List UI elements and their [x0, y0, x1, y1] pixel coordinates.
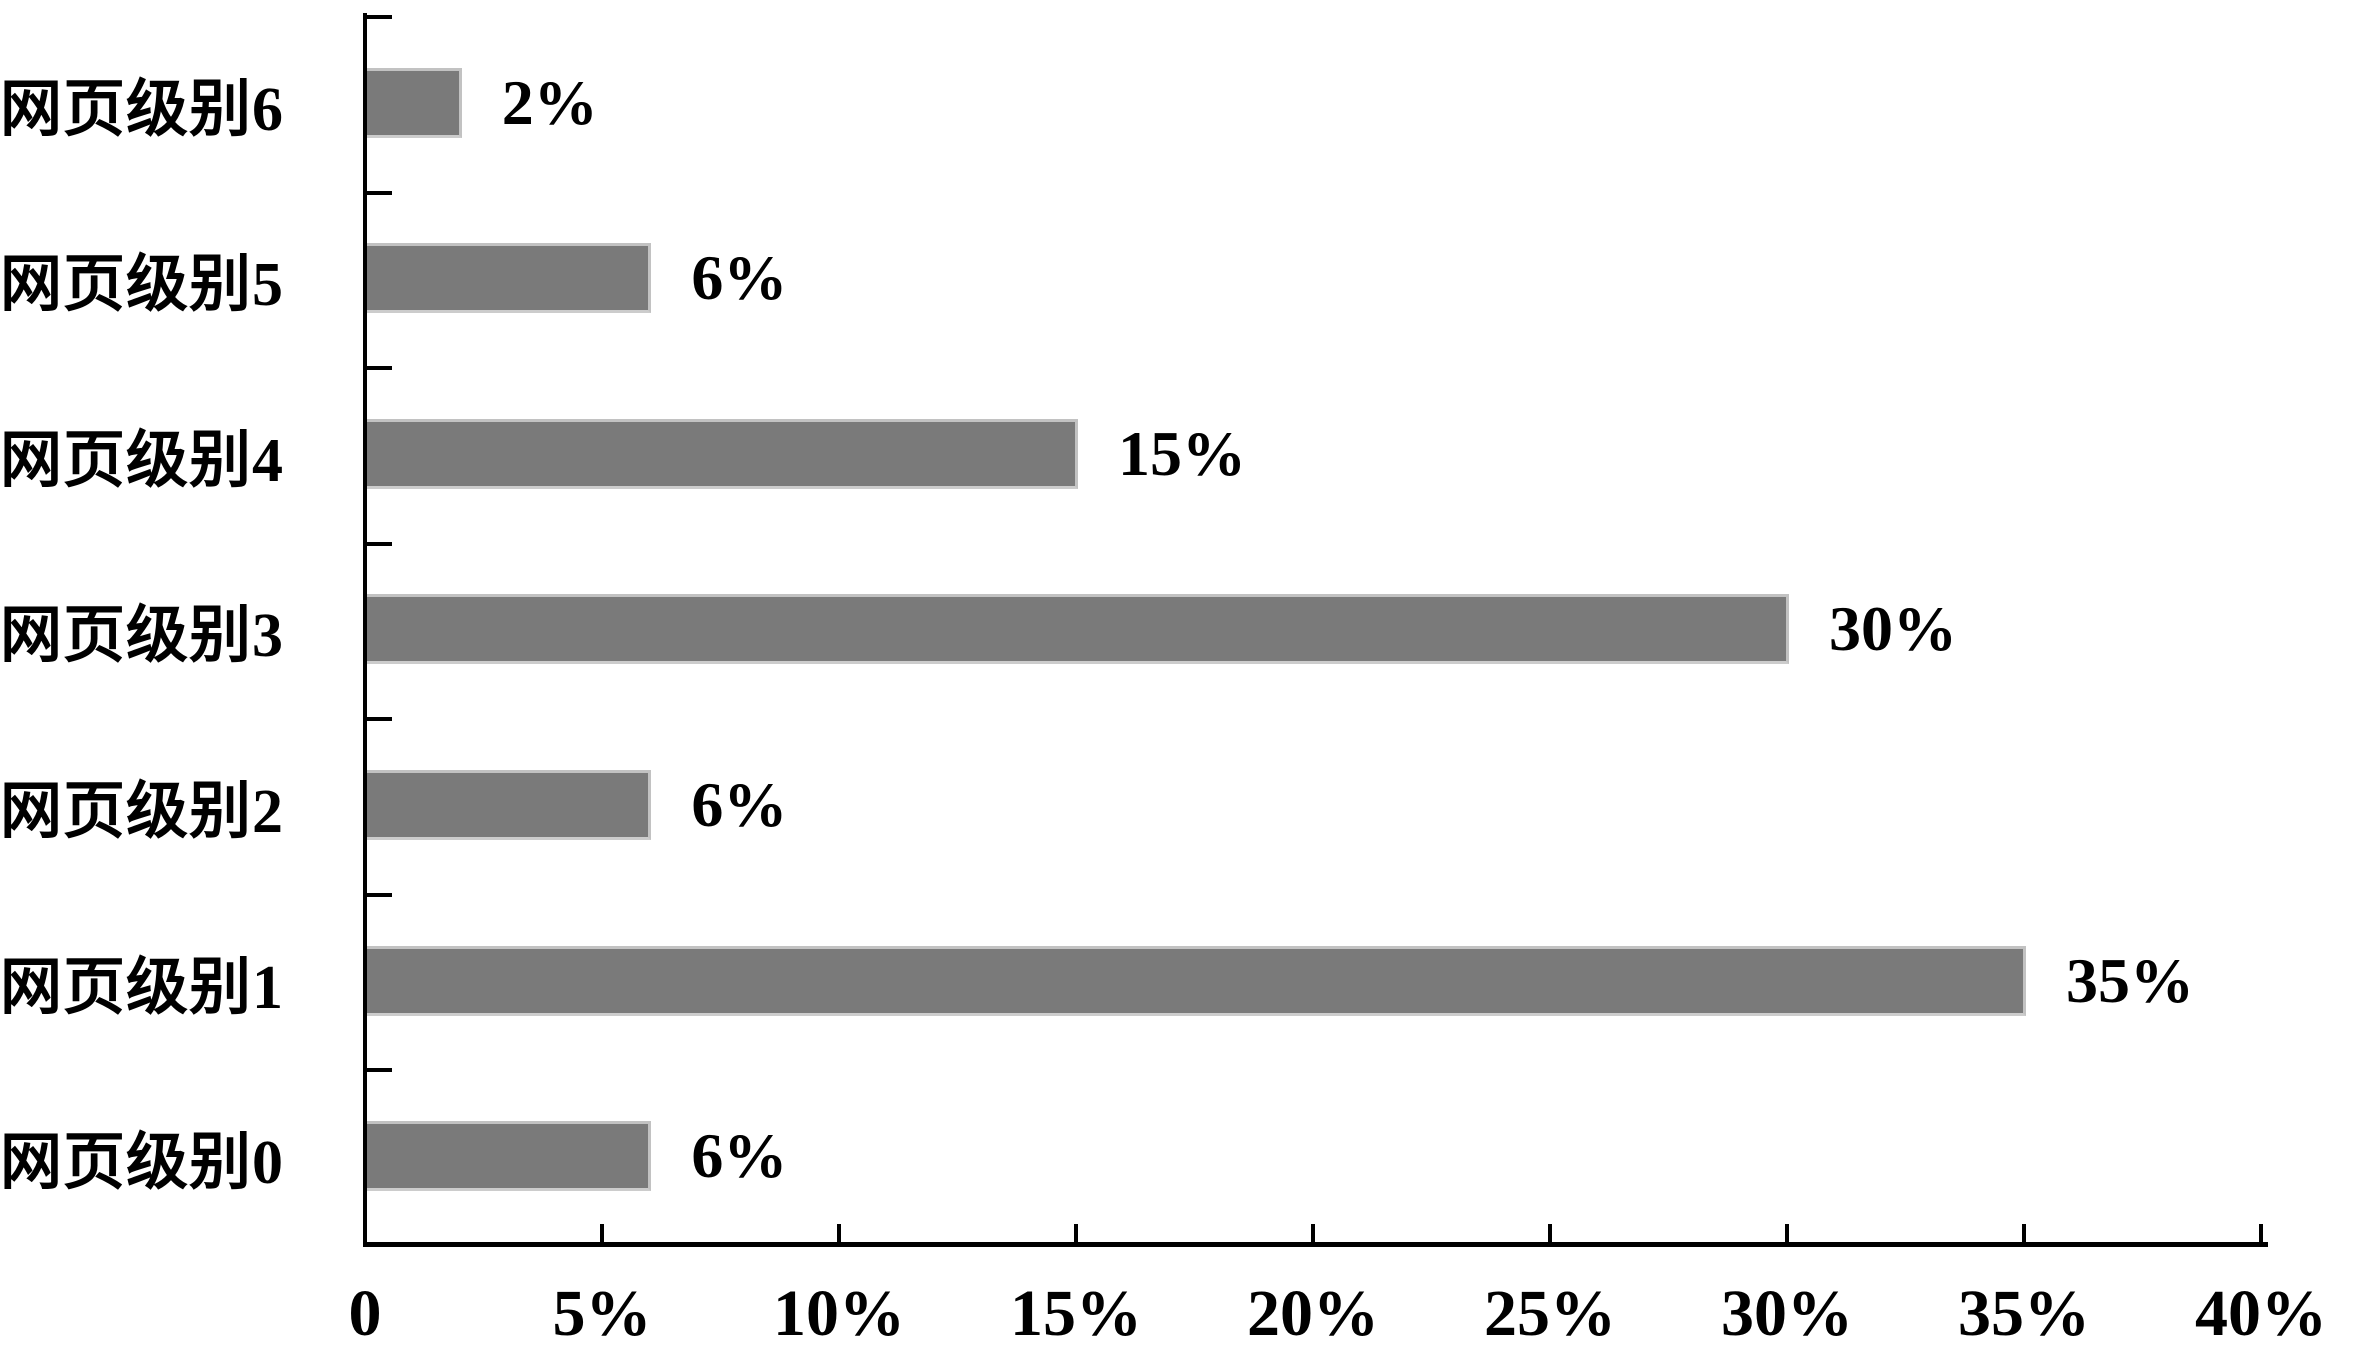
x-axis-tick-label: 5%	[552, 1277, 652, 1350]
x-axis-tick	[2259, 1224, 2263, 1242]
category-label: 网页级别5	[0, 251, 285, 320]
chart-row: 网页级别0 6%	[0, 1068, 2356, 1244]
y-axis-tick	[367, 1068, 392, 1073]
chart-row: 网页级别4 15%	[0, 366, 2356, 542]
x-axis-tick-label: 25%	[1484, 1277, 1616, 1350]
x-axis-tick	[600, 1224, 604, 1242]
y-axis-tick	[367, 717, 392, 722]
y-axis-tick	[367, 190, 392, 195]
bar	[367, 67, 462, 138]
category-label: 网页级别4	[0, 426, 285, 495]
x-axis-tick	[1548, 1224, 1552, 1242]
x-axis-tick	[2022, 1224, 2026, 1242]
bar	[367, 418, 1078, 489]
x-axis-tick-label: 0	[348, 1277, 382, 1350]
x-axis-tick-label: 30%	[1721, 1277, 1853, 1350]
value-label: 6%	[691, 1120, 788, 1192]
chart-row: 网页级别5 6%	[0, 191, 2356, 367]
chart-row: 网页级别2 6%	[0, 717, 2356, 893]
x-axis-tick	[1785, 1224, 1789, 1242]
y-axis-tick	[367, 541, 392, 546]
x-axis-tick-label: 20%	[1247, 1277, 1379, 1350]
y-axis-tick	[367, 892, 392, 897]
category-label: 网页级别6	[0, 75, 285, 144]
bar	[367, 594, 1789, 665]
bar	[367, 1121, 652, 1192]
bar	[367, 243, 652, 314]
value-label: 35%	[2066, 944, 2194, 1016]
y-axis-tick	[367, 15, 392, 19]
x-axis-tick	[1074, 1224, 1078, 1242]
value-label: 2%	[501, 66, 598, 138]
value-label: 6%	[691, 242, 788, 314]
x-axis-tick-label: 10%	[773, 1277, 905, 1350]
x-axis-tick-label: 40%	[2195, 1277, 2327, 1350]
x-axis-tick	[837, 1224, 841, 1242]
x-axis-tick-label: 35%	[1958, 1277, 2090, 1350]
y-axis-line	[363, 13, 367, 1247]
category-label: 网页级别2	[0, 778, 285, 847]
x-axis-tick-label: 15%	[1010, 1277, 1142, 1350]
bar	[367, 770, 652, 841]
category-label: 网页级别0	[0, 1129, 285, 1198]
value-label: 6%	[691, 769, 788, 841]
value-label: 30%	[1829, 593, 1957, 665]
category-label: 网页级别3	[0, 602, 285, 671]
x-axis-tick	[1311, 1224, 1315, 1242]
value-label: 15%	[1118, 417, 1246, 489]
category-label: 网页级别1	[0, 953, 285, 1022]
chart-row: 网页级别6 2%	[0, 15, 2356, 191]
bar	[367, 945, 2026, 1016]
x-axis-line	[363, 1242, 2268, 1247]
y-axis-tick	[367, 366, 392, 371]
chart-row: 网页级别3 30%	[0, 542, 2356, 718]
chart-row: 网页级别1 35%	[0, 893, 2356, 1069]
